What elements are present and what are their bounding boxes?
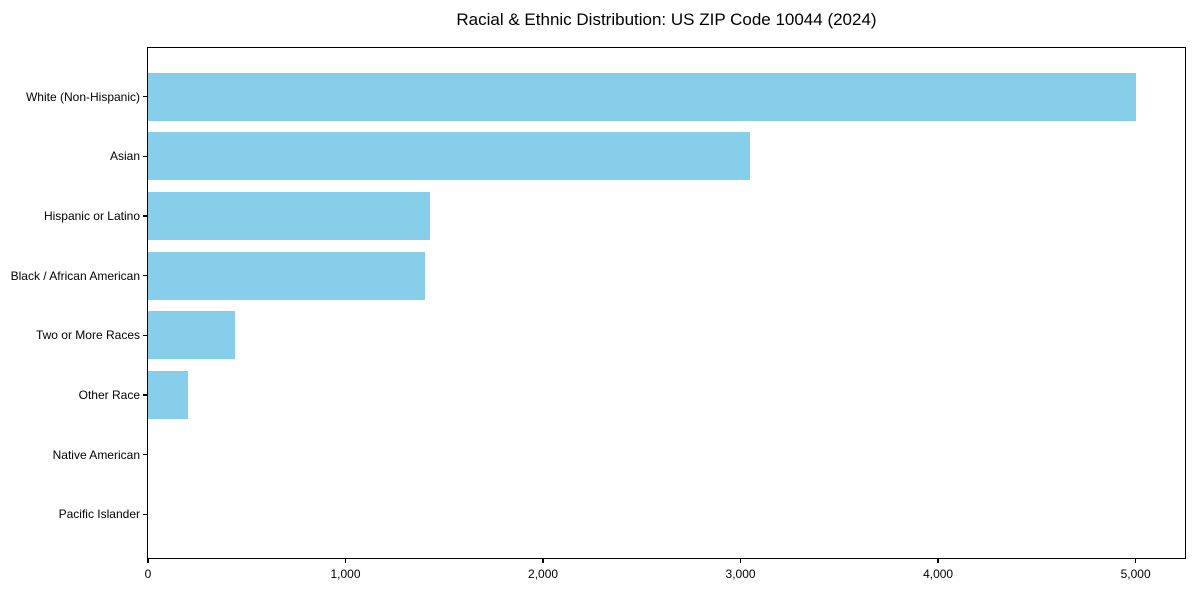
bar [148,191,431,240]
bar [148,311,235,360]
y-tick-label: Asian [109,149,140,164]
y-tick [143,95,148,98]
x-tick-label: 5,000 [1120,567,1151,581]
y-tick [143,394,148,396]
plot-area [147,47,1186,559]
y-tick-label: Two or More Races [35,328,140,343]
y-tick [143,513,148,516]
y-tick-label: Pacific Islander [58,507,140,522]
y-tick-label: Native American [52,447,140,462]
y-tick-label: White (Non-Hispanic) [25,89,140,104]
x-tick [344,558,347,563]
y-tick [143,334,148,336]
bar [148,132,751,181]
x-tick-label: 1,000 [330,567,361,581]
bar [148,251,425,300]
y-tick-label: Hispanic or Latino [43,208,140,223]
y-tick [143,454,148,456]
x-tick [937,558,939,563]
y-tick-label: Black / African American [10,268,140,283]
chart-title: Racial & Ethnic Distribution: US ZIP Cod… [456,10,877,29]
x-tick [739,558,742,563]
bar [148,72,1136,121]
x-tick-label: 4,000 [923,567,954,581]
y-tick [143,274,148,277]
plot-frame [147,47,1186,559]
bar [148,371,188,419]
y-tick [143,215,148,217]
x-tick [1134,558,1137,563]
x-tick-label: 3,000 [725,567,756,581]
x-tick-label: 2,000 [528,567,559,581]
x-tick [147,558,149,563]
y-tick-label: Other Race [78,388,140,402]
y-tick [143,155,148,157]
x-tick-label: 0 [144,567,152,581]
x-tick [542,558,544,563]
